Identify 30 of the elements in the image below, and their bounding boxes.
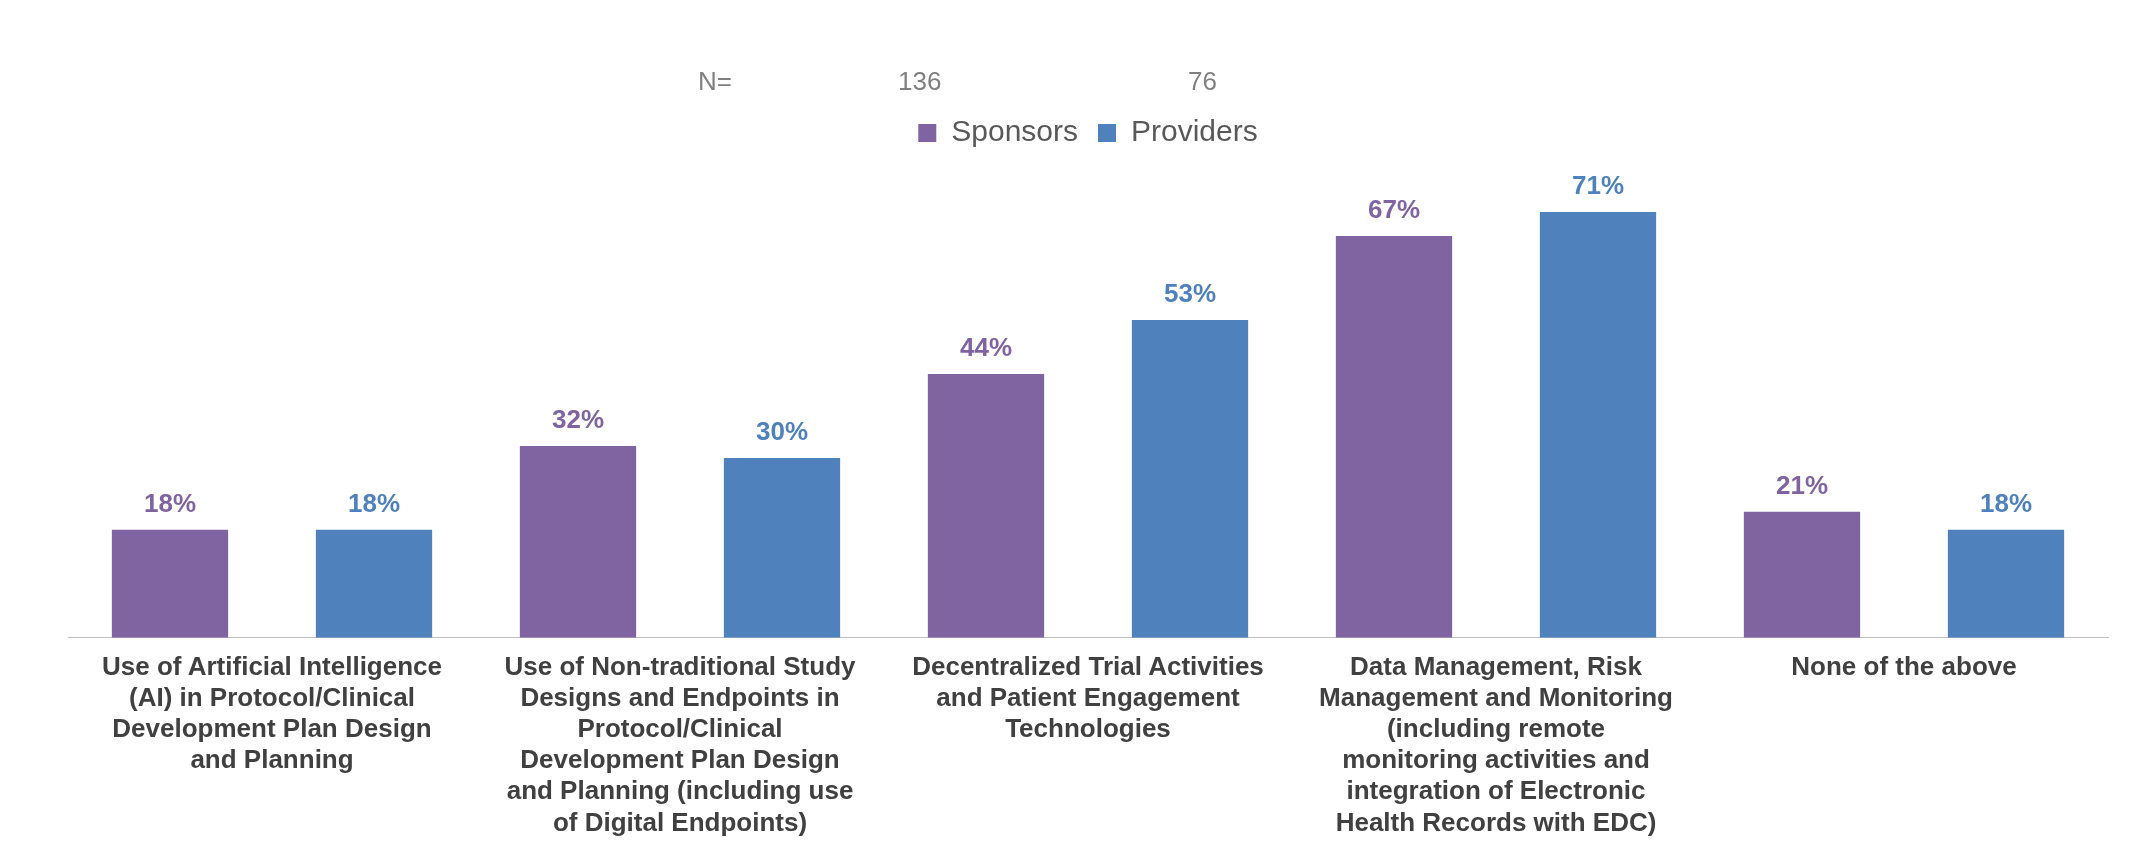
bar <box>927 373 1045 638</box>
text: N= <box>698 66 733 97</box>
bar <box>1743 511 1861 638</box>
data-label: 53% <box>1163 278 1217 309</box>
data-label: 18% <box>347 488 401 519</box>
data-label: 21% <box>1775 470 1829 501</box>
bar <box>723 457 841 638</box>
x-tick-label: None of the above <box>1791 650 2017 681</box>
legend-label: Sponsors <box>951 114 1079 148</box>
x-tick-label: Data Management, Risk Management and Monitoring (including remote monitoring activities and integration of Electronic Health Records with EDC) <box>1319 650 1673 837</box>
bar <box>1131 319 1249 638</box>
data-label: 32% <box>551 404 605 435</box>
x-tick-label: Use of Non-traditional Study Designs and Endpoints in Protocol/Clinical Development Plan Design and Planning (including use of Digital Endpoints) <box>504 650 857 837</box>
data-label: 44% <box>959 332 1013 363</box>
x-tick-label: Decentralized Trial Activities and Patient Engagement Technologies <box>912 650 1264 743</box>
data-label: 67% <box>1367 194 1421 225</box>
bar <box>519 445 637 638</box>
data-label: 71% <box>1571 170 1625 201</box>
bar <box>315 529 433 638</box>
x-tick-label: Use of Artificial Intelligence (AI) in Protocol/Clinical Development Plan Design and Planning <box>101 650 443 775</box>
bar <box>1335 235 1453 638</box>
data-label: 18% <box>143 488 197 519</box>
legend-label: Providers <box>1131 114 1258 148</box>
bar <box>1539 211 1657 638</box>
text: 76 <box>1188 66 1218 97</box>
data-label: 18% <box>1979 488 2033 519</box>
data-label: 30% <box>755 416 809 447</box>
bar <box>111 529 229 638</box>
text: 136 <box>898 66 943 97</box>
bar <box>1947 529 2065 638</box>
